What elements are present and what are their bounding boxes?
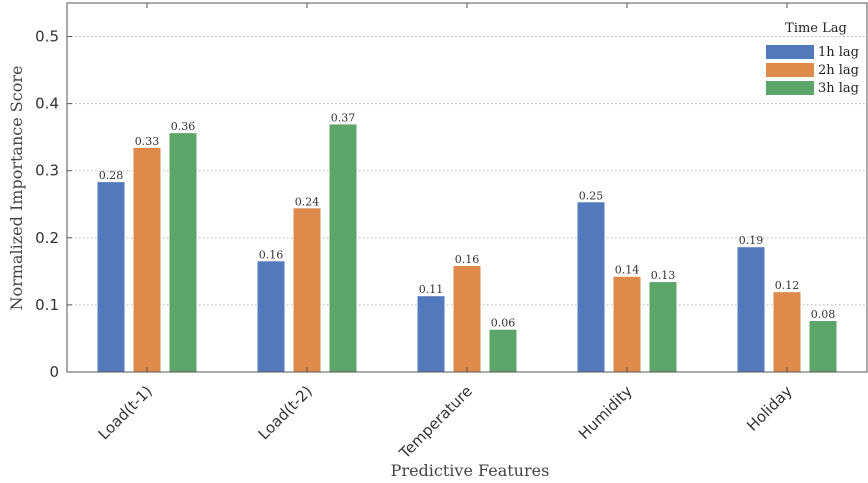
y-tick-label: 0.2 xyxy=(35,229,59,247)
data-label: 0.37 xyxy=(331,111,356,124)
bar xyxy=(329,124,357,373)
data-label: 0.16 xyxy=(455,253,480,266)
data-label: 0.36 xyxy=(171,120,196,133)
x-tick-label: Temperature xyxy=(395,382,476,463)
data-label: 0.19 xyxy=(739,234,764,247)
data-label: 0.13 xyxy=(651,269,676,282)
bar xyxy=(577,202,605,372)
data-label: 0.24 xyxy=(295,195,320,208)
x-tick-label: Load(t-1) xyxy=(95,382,156,443)
data-labels: 0.28 0.33 0.36 0.16 0.24 0.37 0.11 0.16 0.06 0.25… xyxy=(99,111,836,329)
data-label: 0.33 xyxy=(135,135,160,148)
bar xyxy=(489,329,517,372)
y-axis-title: Normalized Importance Score xyxy=(7,66,26,311)
x-tick-label: Humidity xyxy=(575,382,636,443)
y-tick-label: 0.1 xyxy=(35,296,59,314)
bar xyxy=(809,321,837,372)
data-label: 0.11 xyxy=(419,283,444,296)
data-label: 0.25 xyxy=(579,189,604,202)
legend-title: Time Lag xyxy=(785,21,847,36)
data-label: 0.28 xyxy=(99,169,124,182)
data-label: 0.12 xyxy=(775,279,800,292)
legend-label: 1h lag xyxy=(818,45,859,60)
bar xyxy=(293,208,321,372)
bar xyxy=(257,261,285,372)
data-label: 0.16 xyxy=(259,248,284,261)
bar xyxy=(169,133,197,372)
legend-label: 3h lag xyxy=(818,81,859,96)
x-tick-label: Holiday xyxy=(743,382,796,435)
bar xyxy=(737,247,765,372)
legend-swatch xyxy=(766,63,814,77)
x-axis-title: Predictive Features xyxy=(391,461,550,480)
data-label: 0.08 xyxy=(811,308,836,321)
data-label: 0.06 xyxy=(491,317,516,330)
bar xyxy=(133,147,161,372)
y-tick-label: 0.5 xyxy=(35,28,59,46)
bar xyxy=(417,296,445,372)
data-label: 0.14 xyxy=(615,264,640,277)
bar xyxy=(97,182,125,372)
legend-label: 2h lag xyxy=(818,63,859,78)
bar xyxy=(649,282,677,372)
y-tick-label: 0.3 xyxy=(35,162,59,180)
bar xyxy=(773,292,801,372)
legend-swatch xyxy=(766,81,814,95)
y-tick-label: 0.4 xyxy=(35,95,59,113)
y-tick-label: 0 xyxy=(49,363,59,381)
bar xyxy=(613,276,641,372)
x-tick-label: Load(t-2) xyxy=(255,382,316,443)
legend-swatch xyxy=(766,45,814,59)
legend: Time Lag 1h lag 2h lag 3h lag xyxy=(762,21,864,99)
bars xyxy=(97,124,837,373)
bar xyxy=(453,265,481,372)
